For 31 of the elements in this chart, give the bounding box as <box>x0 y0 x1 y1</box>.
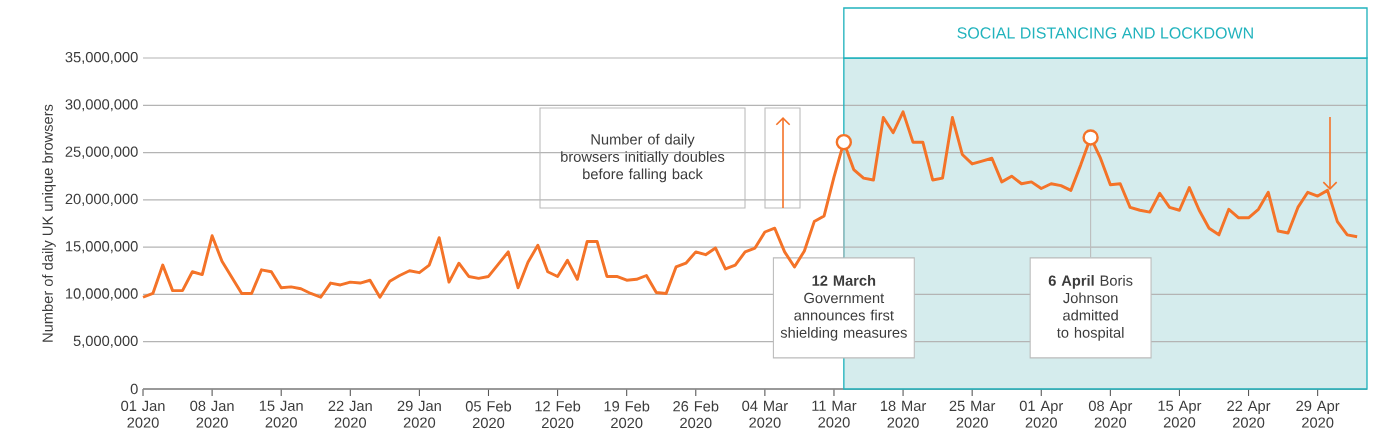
x-tick-label: 01 Jan 2020 <box>121 400 165 428</box>
x-tick-label: 29 Apr 2020 <box>1296 400 1340 428</box>
y-tick-label: 25,000,000 <box>65 146 138 159</box>
x-tick-label: 22 Apr 2020 <box>1227 400 1271 428</box>
annotation: 12 March Government announces first shielding measures <box>780 275 907 341</box>
y-tick-label: 20,000,000 <box>65 193 138 206</box>
x-tick-label: 19 Feb 2020 <box>604 400 650 429</box>
x-tick-label: 25 Mar 2020 <box>949 400 996 428</box>
band-label: SOCIAL DISTANCING AND LOCKDOWN <box>957 27 1253 39</box>
x-tick-label: 12 Feb 2020 <box>535 400 581 429</box>
x-tick-label: 08 Jan 2020 <box>190 400 234 428</box>
y-tick-label: 5,000,000 <box>73 335 138 348</box>
x-tick-label: 15 Apr 2020 <box>1158 400 1202 428</box>
y-axis-title: Number of daily UK unique browsers <box>42 104 56 342</box>
annotation: 6 April Boris Johnson admitted to hospital <box>1048 275 1133 341</box>
x-tick-label: 18 Mar 2020 <box>880 400 927 428</box>
x-tick-label: 05 Feb 2020 <box>465 400 512 429</box>
x-tick-label: 08 Apr 2020 <box>1088 400 1133 428</box>
y-tick-label: 35,000,000 <box>65 51 138 65</box>
x-tick-label: 22 Jan 2020 <box>328 400 372 428</box>
x-tick-label: 26 Feb 2020 <box>673 400 719 429</box>
x-tick-label: 04 Mar 2020 <box>742 400 788 428</box>
y-tick-label: 0 <box>130 383 138 395</box>
x-tick-label: 01 Apr 2020 <box>1019 400 1064 428</box>
x-tick-label: 15 Jan 2020 <box>259 400 303 428</box>
y-tick-label: 30,000,000 <box>65 99 138 112</box>
annotation: Number of daily browsers initially doubles before falling back <box>561 133 725 183</box>
x-tick-label: 11 Mar 2020 <box>812 400 857 428</box>
x-tick-label: 29 Jan 2020 <box>397 400 441 428</box>
y-tick-label: 15,000,000 <box>66 241 138 254</box>
y-tick-label: 10,000,000 <box>66 288 138 301</box>
